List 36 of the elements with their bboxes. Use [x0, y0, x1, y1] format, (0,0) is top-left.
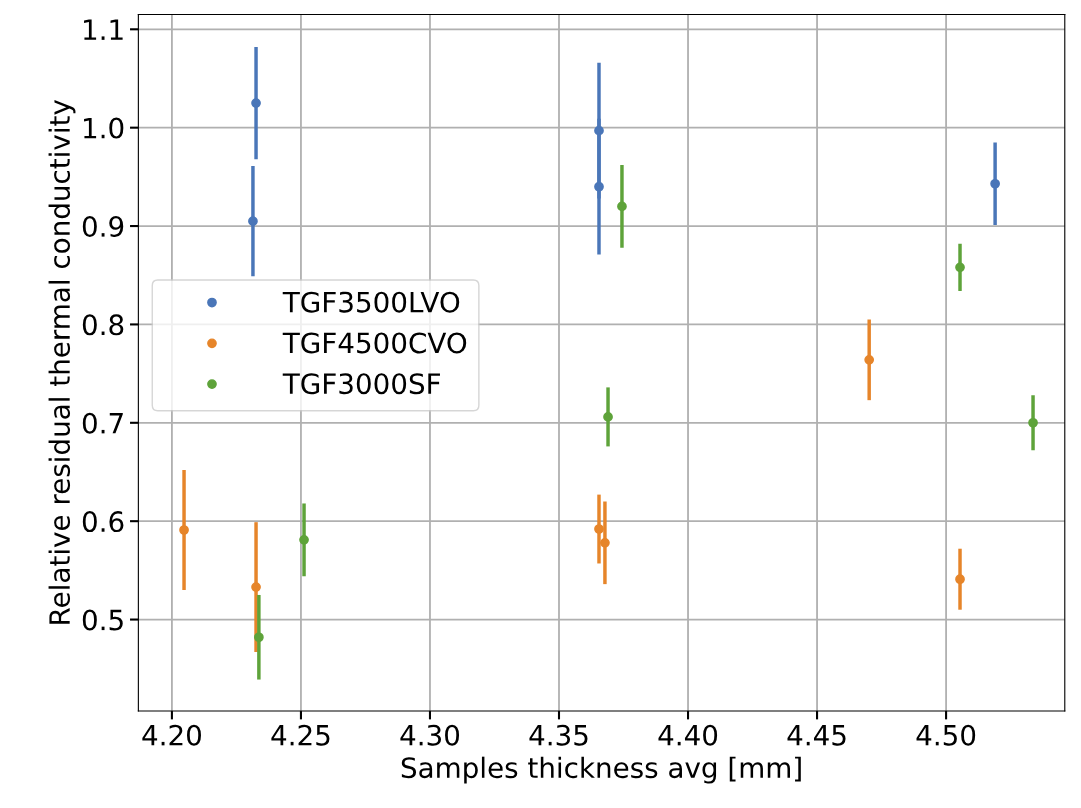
point: [617, 201, 627, 212]
y-tick-label: 0.5: [82, 609, 123, 631]
point: [864, 354, 875, 365]
legend-label: TGF3500LVO: [282, 291, 460, 313]
y-tick-label: 1.1: [84, 19, 123, 40]
x-tick-label: 4.30: [400, 724, 460, 746]
x-tick-label: 4.50: [916, 724, 976, 746]
point: [299, 535, 309, 545]
x-tick-label: 4.25: [271, 724, 330, 746]
point: [600, 537, 610, 548]
x-tick-label: 4.45: [787, 725, 846, 746]
legend-label: TGF4500CVO: [282, 332, 467, 354]
point: [603, 412, 613, 422]
y-tick-label: 0.8: [82, 314, 124, 336]
point: [955, 262, 965, 273]
point: [594, 524, 604, 534]
y-tick-label: 0.9: [82, 215, 124, 237]
y-axis-title: Relative residual thermal conductivity: [48, 99, 76, 624]
point: [990, 178, 1000, 189]
point: [1028, 417, 1038, 428]
point: [955, 574, 965, 585]
x-tick-label: 4.20: [142, 724, 201, 746]
point: [251, 98, 261, 108]
y-tick-label: 0.6: [82, 511, 124, 533]
y-tick-label: 0.7: [82, 412, 123, 434]
point: [254, 632, 264, 643]
legend-label: TGF3000SF: [282, 373, 440, 395]
y-tick-label: 1.0: [84, 117, 124, 139]
point: [251, 582, 261, 592]
x-tick-label: 4.35: [529, 724, 588, 746]
point: [179, 525, 189, 535]
x-axis-title: Samples thickness avg [mm]: [401, 756, 801, 784]
point: [248, 216, 258, 226]
x-tick-label: 4.40: [658, 724, 718, 746]
point: [594, 181, 604, 192]
point: [594, 125, 604, 136]
